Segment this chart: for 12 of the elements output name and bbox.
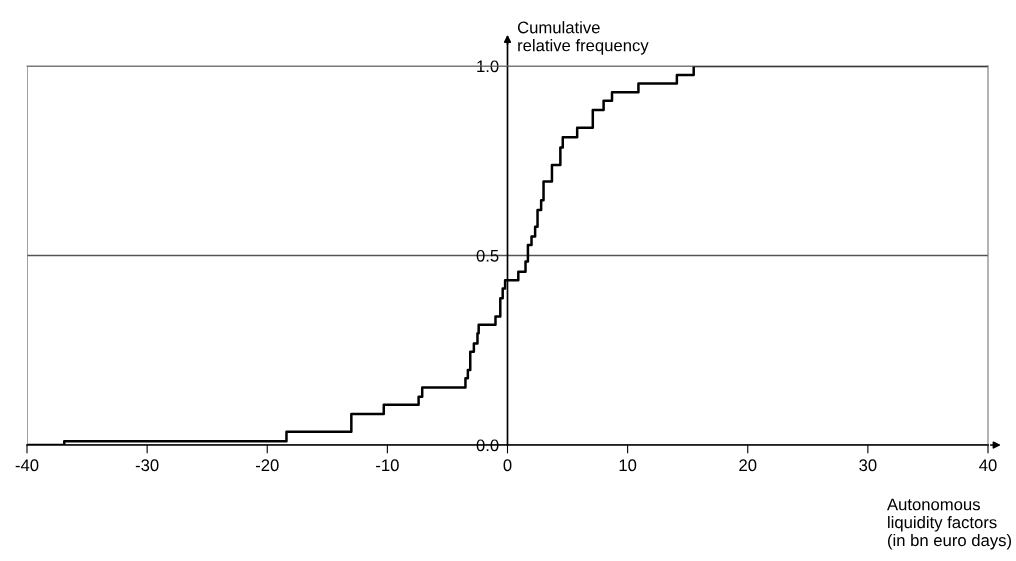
x-tick-label: -20 [255, 459, 279, 472]
x-tick-label: 20 [739, 459, 757, 472]
x-axis-title: Autonomous liquidity factors (in bn euro days) [887, 498, 1011, 550]
y-axis-title: Cumulative relative frequency [517, 21, 649, 55]
x-tick-label: 10 [619, 459, 637, 472]
x-tick-label: -40 [15, 459, 39, 472]
x-tick-label: 30 [859, 459, 877, 472]
y-tick-label: 1.0 [477, 60, 499, 73]
x-tick-label: -10 [376, 459, 399, 472]
x-tick-label: -30 [135, 459, 159, 472]
x-tick-label: 0 [503, 459, 512, 472]
x-tick-label: 40 [979, 459, 997, 472]
